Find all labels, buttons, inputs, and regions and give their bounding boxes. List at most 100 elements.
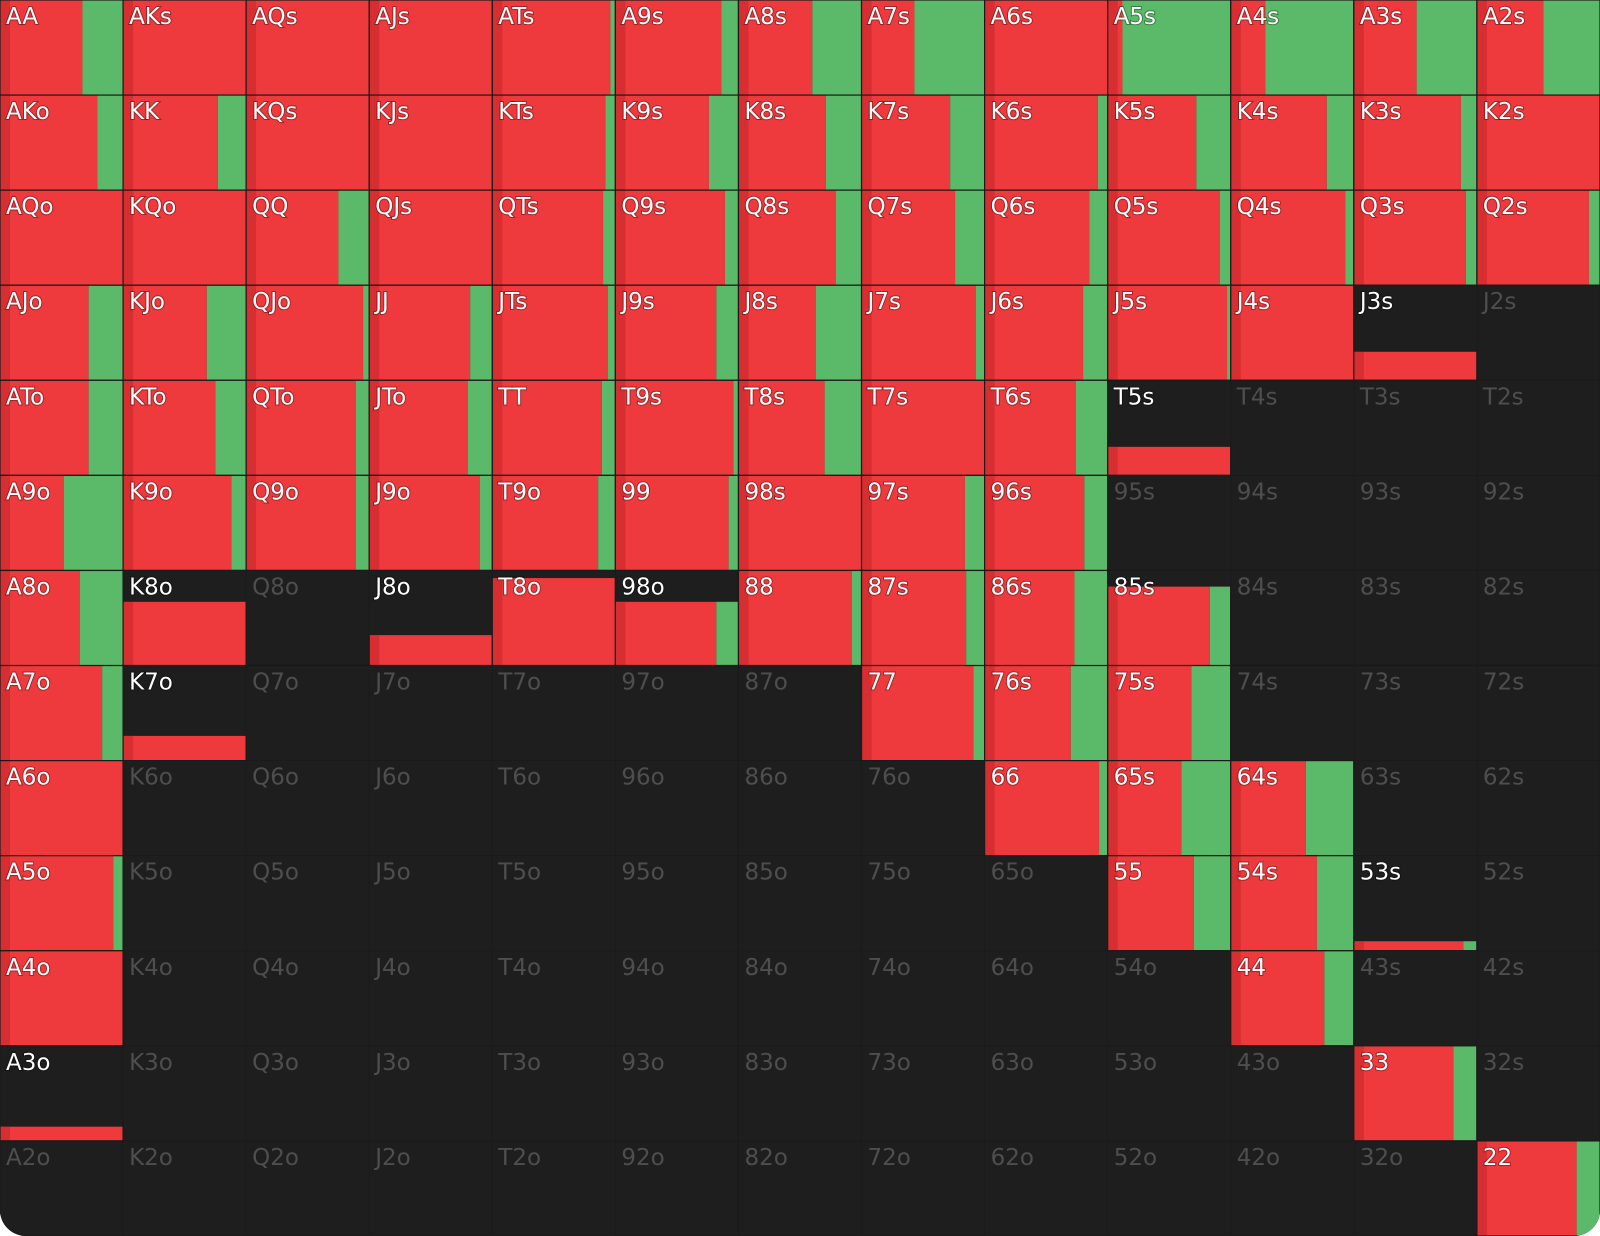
- raise-bar: [984, 665, 1071, 761]
- hand-label: KJs: [375, 99, 409, 125]
- hand-cell: A5o: [0, 855, 124, 952]
- hand-label: J2o: [373, 1145, 411, 1171]
- raise-bar: [984, 95, 1098, 191]
- call-bar: [113, 855, 124, 951]
- raise-shade: [1476, 0, 1487, 96]
- hand-cell: 77: [860, 664, 986, 762]
- hand-cell: J6o: [368, 760, 493, 857]
- raise-shade: [492, 475, 503, 571]
- hand-label: J3s: [1358, 289, 1393, 315]
- raise-shade: [738, 285, 749, 381]
- raise-bar: [0, 190, 124, 286]
- hand-label: T3o: [497, 1050, 541, 1076]
- hand-label: AKs: [129, 4, 172, 30]
- hand-label: 76o: [868, 765, 911, 791]
- call-bar: [206, 285, 247, 381]
- raise-bar: [1476, 0, 1544, 96]
- call-bar: [467, 380, 493, 476]
- hand-label: Q4o: [252, 955, 299, 981]
- cell-bg: [737, 665, 863, 762]
- cell-bg: [245, 665, 370, 762]
- raise-bar: [492, 190, 604, 286]
- hand-label: 65s: [1114, 765, 1155, 791]
- hand-label: A5s: [1114, 4, 1156, 30]
- call-bar: [1324, 950, 1354, 1046]
- hand-label: ATs: [498, 4, 534, 30]
- hand-cell: J4s: [1230, 284, 1355, 381]
- hand-cell: 55: [1107, 855, 1232, 952]
- raise-bar: [1230, 950, 1325, 1046]
- raise-shade: [0, 380, 10, 476]
- hand-cell: 63s: [1353, 760, 1478, 857]
- raise-bar: [1107, 855, 1194, 951]
- hand-cell: K5s: [1107, 94, 1232, 191]
- raise-shade: [1476, 190, 1487, 286]
- raise-bar: [1107, 446, 1231, 476]
- raise-shade: [615, 601, 626, 666]
- hand-cell: A6s: [984, 0, 1109, 96]
- raise-shade: [0, 570, 10, 666]
- hand-label: 73s: [1360, 670, 1401, 696]
- hand-label: J5s: [1112, 289, 1147, 315]
- call-bar: [816, 285, 862, 381]
- call-bar: [1326, 95, 1354, 191]
- raise-bar: [246, 190, 339, 286]
- hand-label: A7s: [868, 4, 910, 30]
- hand-cell: Q6s: [984, 189, 1109, 286]
- raise-bar: [0, 475, 64, 571]
- cell-bg: [1353, 760, 1478, 857]
- raise-shade: [246, 475, 257, 571]
- hand-cell: 43o: [1230, 1045, 1355, 1142]
- hand-cell: QTo: [245, 379, 370, 476]
- hand-label: J6s: [989, 289, 1024, 315]
- call-bar: [470, 285, 493, 381]
- hand-cell: AQo: [0, 189, 124, 286]
- raise-shade: [123, 190, 134, 286]
- cell-bg: [1476, 665, 1600, 762]
- cell-bg: [245, 1140, 370, 1236]
- hand-cell: KK: [122, 94, 247, 191]
- raise-bar: [984, 285, 1084, 381]
- call-bar: [955, 190, 985, 286]
- hand-cell: J3o: [368, 1045, 493, 1142]
- raise-shade: [1476, 1140, 1487, 1236]
- hand-cell: 74s: [1230, 664, 1355, 762]
- raise-shade: [492, 578, 503, 666]
- call-bar: [914, 0, 985, 96]
- hand-label: 52o: [1114, 1145, 1157, 1171]
- hand-label: Q8o: [252, 574, 299, 600]
- hand-label: T2o: [497, 1145, 541, 1171]
- cell-bg: [1107, 1140, 1232, 1236]
- raise-bar: [369, 95, 493, 191]
- hand-label: 84s: [1237, 574, 1278, 600]
- hand-cell: 65o: [984, 855, 1109, 952]
- raise-bar: [1353, 95, 1461, 191]
- hand-label: 98s: [744, 479, 785, 505]
- hand-cell: 32o: [1353, 1140, 1478, 1236]
- call-bar: [708, 95, 739, 191]
- hand-label: 55: [1114, 860, 1143, 886]
- hand-cell: 72o: [860, 1140, 986, 1236]
- hand-label: J7s: [866, 289, 901, 315]
- raise-bar: [492, 578, 616, 666]
- raise-shade: [492, 285, 503, 381]
- raise-bar: [615, 285, 717, 381]
- hand-label: 64o: [991, 955, 1034, 981]
- call-bar: [608, 285, 616, 381]
- hand-label: TT: [497, 384, 527, 410]
- raise-shade: [984, 665, 995, 761]
- hand-label: 94s: [1237, 479, 1278, 505]
- raise-bar: [1476, 1140, 1577, 1236]
- hand-label: T9o: [497, 479, 541, 505]
- raise-shade: [246, 380, 257, 476]
- raise-shade: [369, 635, 380, 666]
- hand-label: 72o: [868, 1145, 911, 1171]
- hand-label: KQs: [252, 99, 297, 125]
- raise-bar: [1107, 190, 1220, 286]
- hand-label: QJo: [252, 289, 291, 315]
- raise-shade: [1230, 855, 1241, 951]
- call-bar: [610, 0, 616, 96]
- raise-shade: [0, 1126, 10, 1141]
- raise-bar: [123, 380, 216, 476]
- hand-label: Q3o: [252, 1050, 299, 1076]
